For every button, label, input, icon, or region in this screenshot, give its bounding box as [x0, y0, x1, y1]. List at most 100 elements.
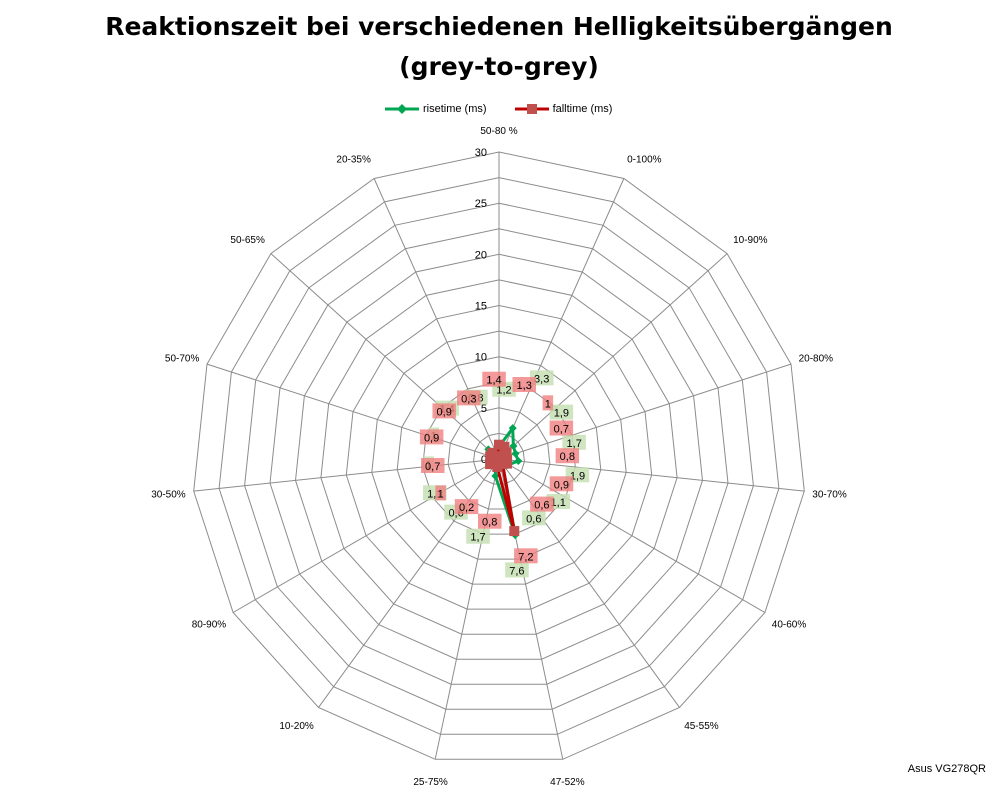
marker-falltime [494, 439, 504, 450]
grid-spoke [498, 253, 728, 460]
data-label-bg-risetime [522, 510, 546, 526]
grid-spoke [498, 178, 625, 460]
category-label: 25-75% [413, 777, 448, 786]
radial-tick-label: 0 [481, 454, 487, 466]
radial-tick-label: 5 [481, 403, 487, 415]
data-label-bg-risetime [505, 562, 529, 578]
grid-spoke [498, 458, 680, 708]
data-label-bg-risetime [562, 434, 586, 450]
data-label-risetime: 3,3 [534, 373, 549, 385]
data-label-risetime: 1,7 [470, 532, 485, 544]
data-label-falltime: 0,8 [560, 451, 575, 463]
grid-spoke [498, 363, 792, 460]
data-label-risetime: 1,2 [496, 385, 511, 397]
category-label: 50-65% [230, 235, 265, 246]
data-label-falltime: 0,9 [554, 479, 569, 491]
category-label: 10-90% [733, 235, 768, 246]
grid-ring [320, 279, 678, 635]
grid-spoke [193, 458, 500, 492]
category-label: 0-100% [627, 154, 662, 165]
data-label-bg-falltime [432, 403, 456, 419]
legend-swatch-falltime [514, 104, 549, 114]
category-label: 50-80 % [480, 126, 517, 137]
grid-ring [218, 177, 780, 735]
marker-falltime [487, 447, 498, 458]
data-label-falltime: 1,4 [486, 375, 501, 387]
grid-spoke [498, 458, 766, 613]
data-label-bg-falltime [482, 371, 506, 387]
legend: risetime (ms) falltime (ms) [385, 100, 612, 118]
data-label-risetime: 1,7 [567, 438, 582, 450]
data-label-risetime: 1,9 [554, 408, 569, 420]
legend-swatch-risetime [385, 104, 419, 114]
radial-tick-label: 15 [475, 301, 487, 313]
grid-ring [345, 304, 653, 610]
marker-risetime [514, 457, 523, 466]
category-label: 30-50% [151, 489, 186, 500]
category-label: 40-60% [772, 620, 807, 631]
data-label-falltime: 1,3 [517, 380, 532, 392]
grid-ring [244, 202, 754, 710]
grid-spoke [270, 253, 500, 460]
data-label-bg-risetime [466, 528, 490, 544]
grid-spoke [373, 178, 500, 460]
category-label: 10-20% [279, 721, 314, 732]
marker-risetime [508, 424, 517, 433]
legend-item-risetime: risetime (ms) [385, 103, 487, 115]
category-label: 20-80% [799, 353, 834, 364]
data-label-falltime: 7,2 [518, 551, 533, 563]
data-label-bg-falltime [457, 390, 481, 406]
data-label-falltime: 1 [438, 488, 444, 500]
data-label-falltime: 1 [545, 398, 551, 410]
data-label-bg-falltime [514, 548, 538, 564]
data-label-bg-falltime [454, 499, 479, 515]
data-label-falltime: 0,7 [425, 461, 440, 473]
data-label-bg-falltime [435, 485, 446, 501]
category-label: 50-70% [165, 353, 200, 364]
grid-ring [269, 228, 729, 685]
marker-falltime [492, 451, 503, 462]
grid-spoke [318, 458, 500, 708]
legend-label-falltime: falltime (ms) [552, 103, 613, 115]
data-label-bg-falltime [549, 476, 574, 492]
marker-falltime [509, 526, 520, 537]
data-label-falltime: 0,3 [461, 393, 476, 405]
category-label: 20-35% [336, 154, 371, 165]
data-label-bg-falltime [512, 377, 536, 392]
grid-spoke [232, 458, 500, 613]
grid-spoke [498, 458, 805, 492]
category-label: 47-52% [550, 777, 585, 786]
data-label-falltime: 0,2 [459, 502, 474, 514]
data-label-falltime: 0,7 [554, 424, 569, 436]
grid-ring [447, 407, 551, 510]
data-label-bg-falltime [549, 420, 574, 436]
radial-tick-label: 20 [475, 249, 487, 261]
radial-tick-label: 25 [475, 198, 487, 210]
data-label-bg-risetime [549, 404, 574, 420]
grid-ring [193, 151, 805, 760]
data-label-bg-falltime [542, 395, 554, 411]
marker-risetime [491, 472, 500, 481]
data-label-bg-falltime [421, 458, 445, 473]
data-label-falltime: 0,9 [437, 406, 452, 418]
grid-ring [294, 253, 704, 660]
data-label-bg-falltime [478, 513, 502, 529]
marker-risetime [511, 449, 520, 458]
chart-title: Reaktionszeit bei verschiedenen Helligke… [105, 12, 893, 41]
data-label-bg-falltime [419, 429, 444, 445]
data-label-risetime: 1,9 [570, 470, 585, 482]
radial-tick-label: 30 [475, 147, 487, 159]
grid-ring [371, 330, 627, 585]
category-label: 45-55% [684, 721, 719, 732]
data-label-falltime: 0,9 [424, 432, 439, 444]
data-label-bg-falltime [555, 448, 580, 464]
data-label-bg-falltime [530, 496, 554, 512]
grid-ring [396, 356, 602, 560]
data-label-falltime: 0,8 [482, 517, 497, 529]
marker-falltime [492, 462, 503, 472]
monitor-credit: Asus VG278QR [907, 763, 986, 775]
legend-label-risetime: risetime (ms) [423, 103, 487, 115]
legend-item-falltime: falltime (ms) [514, 103, 613, 115]
data-label-risetime: 7,6 [509, 565, 524, 577]
